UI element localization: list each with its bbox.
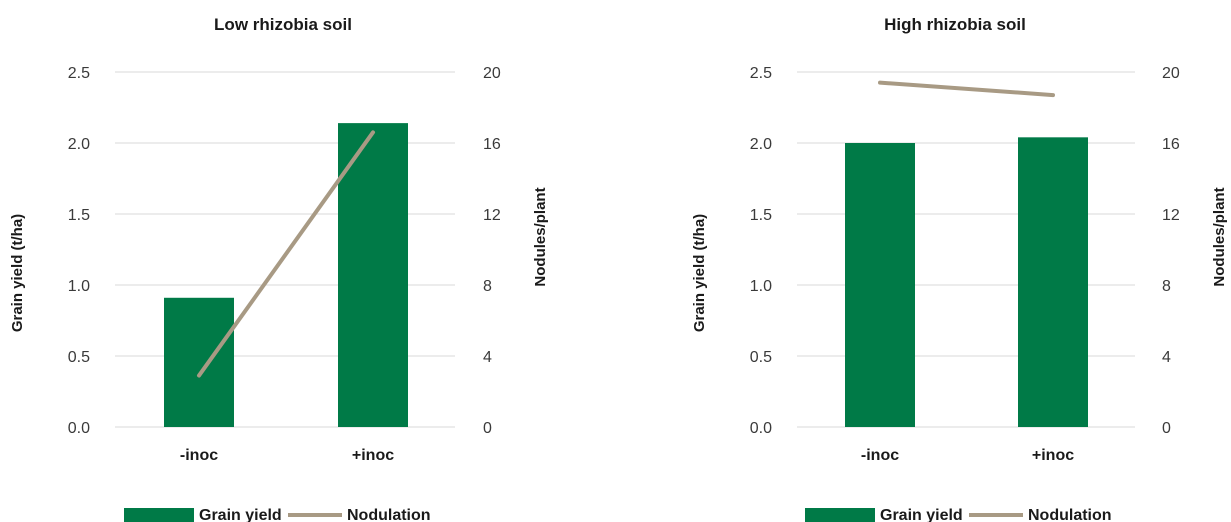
legend-swatch-grain-yield (124, 508, 194, 522)
legend-label-grain-yield: Grain yield (199, 507, 282, 522)
bar-grain-yield (1018, 137, 1088, 427)
y2-tick-label: 4 (1162, 349, 1171, 366)
legend: Grain yield Nodulation (124, 507, 431, 522)
y-tick-label: 0.0 (750, 420, 772, 437)
y-axis-title: Grain yield (t/ha) (691, 214, 708, 332)
y-tick-label: 0.0 (68, 420, 90, 437)
y2-tick-label: 8 (483, 278, 492, 295)
chart-high-rhizobia: High rhizobia soil 0.0 0.5 1.0 1.5 2.0 2.5 0 4… (632, 0, 1231, 522)
y2-axis-title: Nodules/plant (532, 187, 549, 286)
y-tick-label: 2.5 (68, 65, 90, 82)
y-tick-label: 1.0 (750, 278, 772, 295)
bar-grain-yield (845, 143, 915, 427)
legend-swatch-grain-yield (805, 508, 875, 522)
y-tick-label: 1.5 (750, 207, 772, 224)
category-label: -inoc (861, 447, 899, 464)
chart-title: Low rhizobia soil (214, 15, 352, 34)
y-tick-label: 2.0 (750, 136, 772, 153)
y-tick-label: 2.5 (750, 65, 772, 82)
chart-low-rhizobia: Low rhizobia soil 0.0 0.5 1.0 1.5 2.0 2.5 0 4 8… (0, 0, 600, 522)
chart-title: High rhizobia soil (884, 15, 1026, 34)
y2-axis-title: Nodules/plant (1211, 187, 1228, 286)
line-nodulation (878, 80, 1055, 98)
y-tick-label: 1.0 (68, 278, 90, 295)
y2-tick-label: 12 (1162, 207, 1180, 224)
category-label: +inoc (1032, 447, 1074, 464)
bar-grain-yield (338, 123, 408, 428)
legend-label-nodulation: Nodulation (347, 507, 431, 522)
y2-tick-label: 0 (483, 420, 492, 437)
y2-tick-label: 16 (1162, 136, 1180, 153)
legend-label-grain-yield: Grain yield (880, 507, 963, 522)
y2-tick-label: 20 (483, 65, 501, 82)
y2-tick-label: 16 (483, 136, 501, 153)
y-tick-label: 0.5 (68, 349, 90, 366)
y2-tick-label: 4 (483, 349, 492, 366)
y2-tick-label: 8 (1162, 278, 1171, 295)
y-axis-title: Grain yield (t/ha) (9, 214, 26, 332)
y2-tick-label: 0 (1162, 420, 1171, 437)
legend-label-nodulation: Nodulation (1028, 507, 1112, 522)
y2-tick-label: 20 (1162, 65, 1180, 82)
category-label: +inoc (352, 447, 394, 464)
category-label: -inoc (180, 447, 218, 464)
line-nodulation (197, 130, 375, 378)
bar-grain-yield (164, 297, 234, 427)
chart-svg-low-rhizobia: Low rhizobia soil 0.0 0.5 1.0 1.5 2.0 2.5 0 4 8… (9, 15, 549, 522)
y-tick-label: 2.0 (68, 136, 90, 153)
chart-svg-high-rhizobia: High rhizobia soil 0.0 0.5 1.0 1.5 2.0 2.5 0 4… (691, 15, 1228, 522)
y2-tick-label: 12 (483, 207, 501, 224)
y-tick-label: 0.5 (750, 349, 772, 366)
legend: Grain yield Nodulation (805, 507, 1112, 522)
y-tick-label: 1.5 (68, 207, 90, 224)
